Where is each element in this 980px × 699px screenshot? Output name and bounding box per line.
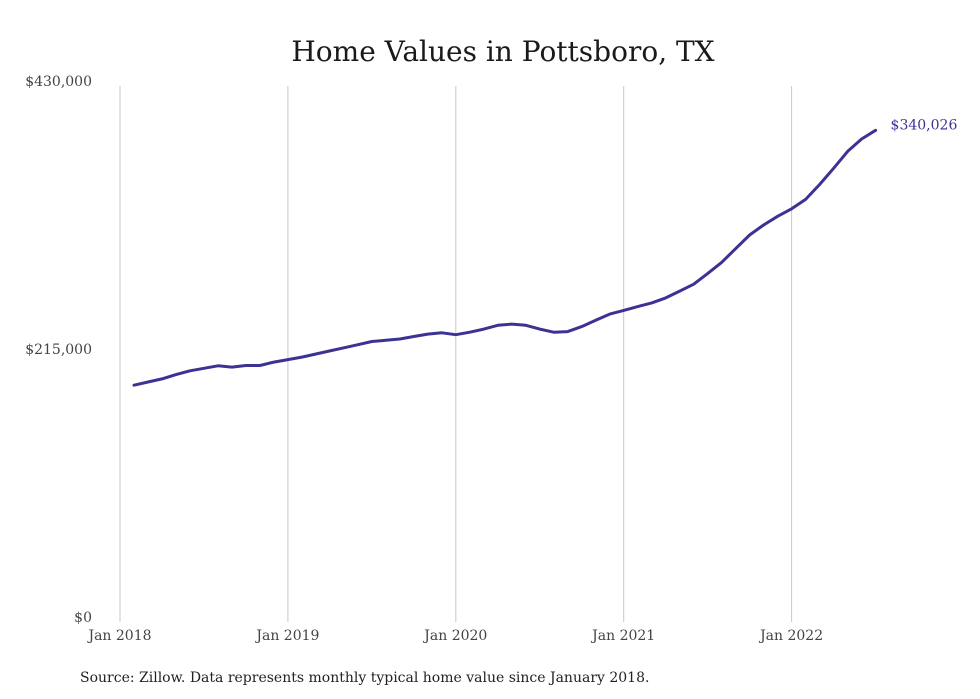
x-tick-label: Jan 2021 (590, 628, 655, 644)
y-tick-label: $430,000 (25, 74, 92, 90)
y-tick-label: $215,000 (25, 342, 92, 358)
x-tick-label: Jan 2020 (422, 628, 487, 644)
vertical-gridlines (119, 86, 793, 622)
chart-title: Home Values in Pottsboro, TX (291, 35, 714, 68)
x-axis-tick-labels: Jan 2018 Jan 2019 Jan 2020 Jan 2021 Jan 2022 (86, 628, 823, 644)
source-note: Source: Zillow. Data represents monthly … (80, 670, 649, 686)
x-tick-label: Jan 2019 (254, 628, 319, 644)
x-tick-label: Jan 2022 (758, 628, 823, 644)
end-value-label: $340,026 (891, 117, 958, 133)
series-line (132, 128, 878, 387)
y-tick-label: $0 (74, 610, 92, 626)
y-axis-tick-labels: $0 $215,000 $430,000 (25, 74, 92, 626)
series-layer (132, 128, 878, 387)
x-tick-label: Jan 2018 (86, 628, 151, 644)
